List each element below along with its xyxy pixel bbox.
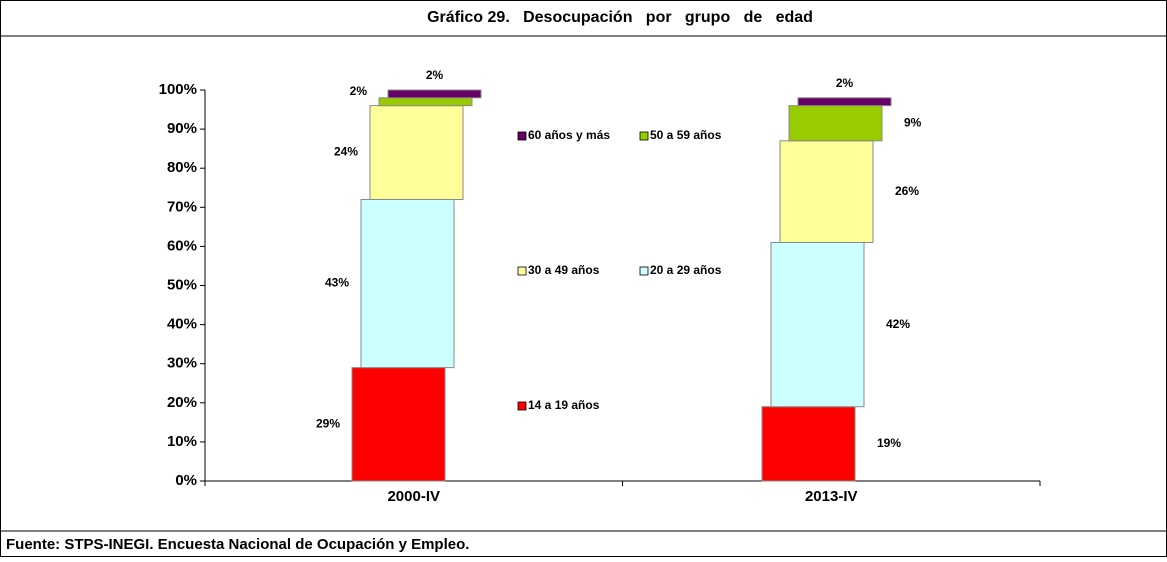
y-tick-label: 50% [167, 276, 197, 293]
bar-segment [797, 97, 892, 107]
chart-title: Gráfico 29. Desocupación por grupo de ed… [427, 9, 813, 26]
bar-segment [761, 406, 856, 482]
y-tick-label: 30% [167, 355, 197, 372]
legend-swatch [517, 266, 527, 276]
legend-label: 50 a 59 años [650, 128, 722, 142]
bar-segment [378, 97, 473, 107]
legend-swatch [517, 401, 527, 411]
data-label: 2% [350, 84, 368, 98]
y-tick-label: 80% [167, 159, 197, 176]
legend-swatch [639, 131, 649, 141]
legend-label: 20 a 29 años [650, 263, 722, 277]
legend-swatch [639, 266, 649, 276]
bar-segment [770, 241, 865, 408]
y-tick-label: 100% [159, 81, 197, 98]
data-label: 19% [877, 436, 901, 450]
x-tick-label: 2013-IV [805, 488, 858, 505]
y-tick-label: 40% [167, 316, 197, 333]
y-tick-label: 0% [175, 472, 197, 489]
y-tick-label: 10% [167, 433, 197, 450]
bar-segment [351, 367, 446, 482]
legend-swatch [517, 131, 527, 141]
bar-segment [779, 140, 874, 243]
y-tick-label: 70% [167, 198, 197, 215]
y-tick-label: 60% [167, 237, 197, 254]
bar-segment [369, 105, 464, 200]
source: Fuente: STPS-INEGI. Encuesta Nacional de… [6, 536, 469, 553]
data-label: 2% [426, 68, 444, 82]
y-tick-label: 90% [167, 120, 197, 137]
data-label: 29% [316, 416, 340, 430]
legend-label: 60 años y más [528, 128, 610, 142]
y-tick-label: 20% [167, 394, 197, 411]
bar-segment [387, 89, 482, 99]
data-label: 26% [895, 184, 919, 198]
legend-label: 30 a 49 años [528, 263, 600, 277]
bar-segment [788, 105, 883, 142]
data-label: 43% [325, 276, 349, 290]
bar-segment [360, 198, 455, 369]
data-label: 24% [334, 145, 358, 159]
data-label: 2% [836, 76, 854, 90]
legend-label: 14 a 19 años [528, 398, 600, 412]
data-label: 9% [904, 115, 922, 129]
data-label: 42% [886, 317, 910, 331]
x-tick-label: 2000-IV [387, 488, 440, 505]
